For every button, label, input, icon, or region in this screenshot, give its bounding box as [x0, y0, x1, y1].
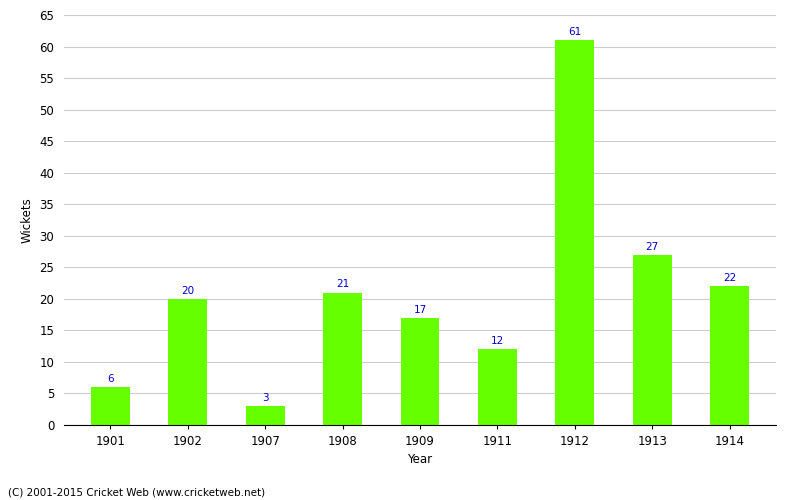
X-axis label: Year: Year: [407, 454, 433, 466]
Bar: [478, 350, 517, 425]
Text: 61: 61: [568, 27, 582, 37]
Text: 22: 22: [723, 273, 736, 283]
Bar: [555, 40, 594, 425]
Text: 27: 27: [646, 242, 658, 252]
Text: 17: 17: [414, 304, 426, 314]
Text: 21: 21: [336, 280, 350, 289]
Bar: [401, 318, 439, 425]
Bar: [169, 299, 207, 425]
Bar: [246, 406, 285, 425]
Y-axis label: Wickets: Wickets: [21, 197, 34, 243]
Text: 6: 6: [107, 374, 114, 384]
Text: 12: 12: [490, 336, 504, 346]
Text: 20: 20: [182, 286, 194, 296]
Bar: [91, 387, 130, 425]
Bar: [710, 286, 749, 425]
Text: 3: 3: [262, 393, 269, 403]
Bar: [633, 254, 671, 425]
Text: (C) 2001-2015 Cricket Web (www.cricketweb.net): (C) 2001-2015 Cricket Web (www.cricketwe…: [8, 488, 265, 498]
Bar: [323, 292, 362, 425]
